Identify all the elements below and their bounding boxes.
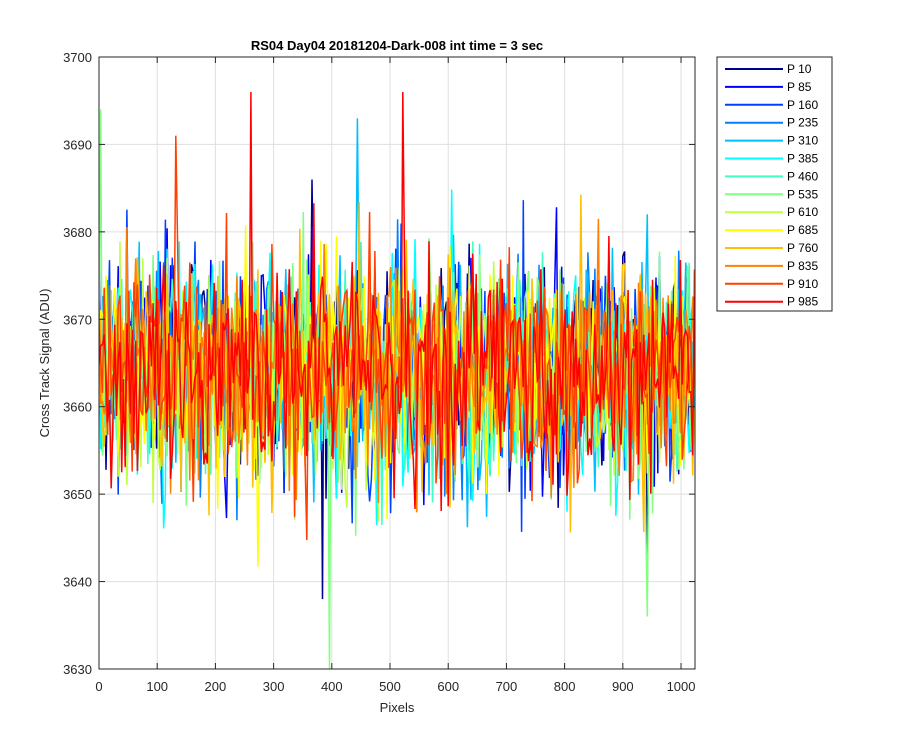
- legend-label: P 310: [787, 134, 818, 148]
- legend-label: P 10: [787, 62, 812, 76]
- legend-label: P 760: [787, 241, 818, 255]
- legend-label: P 460: [787, 169, 818, 183]
- x-axis-label: Pixels: [380, 700, 415, 715]
- legend-label: P 835: [787, 259, 818, 273]
- legend-label: P 985: [787, 295, 818, 309]
- y-tick-label: 3690: [63, 137, 92, 152]
- x-tick-label: 300: [263, 679, 285, 694]
- legend-label: P 685: [787, 223, 818, 237]
- x-tick-label: 0: [95, 679, 102, 694]
- y-tick-label: 3630: [63, 662, 92, 677]
- y-tick-label: 3660: [63, 400, 92, 415]
- y-tick-label: 3700: [63, 50, 92, 65]
- x-tick-label: 600: [437, 679, 459, 694]
- x-tick-label: 700: [496, 679, 518, 694]
- x-tick-label: 400: [321, 679, 343, 694]
- y-axis-label: Cross Track Signal (ADU): [37, 289, 52, 438]
- ticks: 0 100 200 300 400 500 600 700 800 900 1000 3630 3640…: [63, 50, 695, 694]
- legend-label: P 160: [787, 98, 818, 112]
- y-tick-label: 3650: [63, 487, 92, 502]
- plot-area: 0 100 200 300 400 500 600 700 800 900 1000 3630 3640…: [63, 50, 696, 694]
- series-line-p835: [99, 218, 695, 513]
- series-lines: [99, 91, 695, 669]
- series-line-p910: [99, 135, 695, 541]
- x-tick-label: 1000: [667, 679, 696, 694]
- chart-title: RS04 Day04 20181204-Dark-008 int time = …: [251, 38, 543, 53]
- x-tick-label: 800: [554, 679, 576, 694]
- legend-box: [716, 56, 833, 312]
- y-tick-label: 3670: [63, 312, 92, 327]
- axes-box: [98, 56, 696, 670]
- legend-label: P 535: [787, 187, 818, 201]
- x-tick-label: 100: [146, 679, 168, 694]
- y-tick-label: 3680: [63, 225, 92, 240]
- y-tick-label: 3640: [63, 575, 92, 590]
- legend: P 10 P 85 P 160 P 235 P 310 P 385 P 460 P 535 P …: [716, 56, 833, 312]
- legend-label: P 610: [787, 205, 818, 219]
- x-tick-label: 500: [379, 679, 401, 694]
- series-line-p985: [99, 91, 695, 512]
- legend-label: P 85: [787, 80, 812, 94]
- x-tick-label: 900: [612, 679, 634, 694]
- legend-label: P 235: [787, 116, 818, 130]
- legend-label: P 910: [787, 277, 818, 291]
- x-tick-label: 200: [205, 679, 227, 694]
- legend-label: P 385: [787, 152, 818, 166]
